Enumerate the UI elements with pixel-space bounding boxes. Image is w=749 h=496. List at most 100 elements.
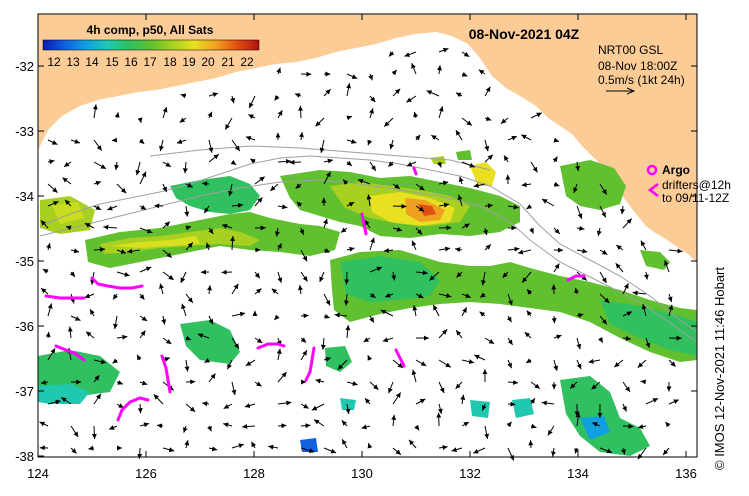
current-arrow: [162, 337, 172, 345]
current-arrow: [176, 139, 187, 144]
current-arrow: [591, 381, 601, 390]
current-arrow: [112, 293, 119, 300]
current-arrow: [389, 139, 395, 150]
argo-legend-symbol: [646, 164, 658, 176]
current-arrow: [361, 424, 371, 430]
current-arrow: [139, 171, 147, 185]
current-arrow: [313, 419, 325, 427]
current-arrow: [162, 447, 175, 453]
current-arrow: [116, 183, 127, 194]
current-arrow: [479, 311, 486, 317]
current-arrow: [640, 240, 647, 251]
current-arrow: [530, 112, 543, 119]
current-arrow: [230, 236, 236, 251]
colorbar-tick: 12: [47, 55, 61, 69]
current-arrow: [300, 447, 315, 454]
current-arrow: [472, 447, 486, 454]
current-arrow: [64, 199, 72, 207]
current-arrow: [93, 161, 107, 170]
current-arrow: [274, 227, 280, 237]
current-arrow: [615, 262, 624, 273]
argo-legend: Argo drifters@12h to 09/11-12Z: [662, 163, 731, 205]
current-arrow: [84, 222, 95, 229]
current-arrow: [411, 240, 417, 251]
current-arrow: [616, 244, 624, 251]
current-arrow: [70, 425, 79, 438]
current-arrow: [387, 161, 394, 168]
current-arrow: [620, 205, 626, 215]
current-arrow: [599, 183, 608, 195]
current-arrow: [553, 137, 560, 143]
current-arrow: [107, 205, 118, 211]
current-arrow: [40, 219, 49, 229]
current-arrow: [484, 203, 493, 209]
colorbar-tick: 13: [66, 55, 80, 69]
current-arrow: [343, 293, 349, 306]
current-arrow: [289, 159, 302, 165]
current-legend: NRT00 GSL 08-Nov 18:00Z 0.5m/s (1kt 24h): [598, 43, 685, 91]
current-arrow: [438, 445, 448, 450]
current-arrow: [455, 381, 463, 390]
lon-label: 128: [243, 466, 265, 481]
current-arrow: [668, 248, 683, 254]
current-arrow: [392, 392, 402, 405]
current-arrow: [500, 117, 509, 124]
current-arrow: [162, 249, 173, 258]
current-arrow: [506, 421, 512, 428]
colorbar-tick: 15: [105, 55, 119, 69]
current-arrow: [231, 443, 244, 449]
current-arrow: [70, 315, 81, 321]
current-arrow: [346, 160, 353, 167]
current-arrow: [456, 271, 463, 278]
current-arrow: [388, 381, 394, 394]
current-arrow: [277, 243, 283, 251]
drifter-tracks: [44, 166, 586, 422]
current-arrow: [553, 359, 559, 372]
current-arrow: [344, 271, 350, 285]
current-arrow: [622, 403, 627, 412]
current-arrow: [530, 381, 541, 390]
current-arrow: [392, 183, 401, 190]
current-arrow: [457, 194, 463, 207]
current-arrow: [575, 161, 581, 172]
current-arrow: [436, 65, 442, 75]
current-arrow: [367, 139, 373, 146]
current-arrow: [162, 161, 172, 168]
current-arrow: [242, 424, 256, 430]
drifter-track: [394, 348, 406, 368]
current-arrow: [383, 117, 394, 127]
current-arrow: [208, 446, 218, 452]
current-arrow: [426, 90, 440, 97]
current-arrow: [484, 337, 495, 345]
current-arrow: [70, 447, 77, 454]
lon-label: 132: [459, 466, 481, 481]
current-arrow: [461, 71, 468, 77]
current-arrow: [298, 105, 304, 119]
current-scale: 0.5m/s (1kt 24h): [598, 73, 685, 87]
current-arrow: [208, 153, 220, 163]
current-arrow: [69, 271, 76, 278]
drifter-track: [360, 212, 368, 236]
current-arrow: [576, 225, 585, 231]
current-arrow: [526, 288, 533, 295]
colorbar-tick: 19: [182, 55, 196, 69]
current-arrow: [432, 304, 440, 317]
current-arrow: [569, 381, 578, 389]
current-arrow: [574, 447, 580, 454]
current-arrow: [139, 380, 148, 386]
current-arrow: [668, 359, 676, 367]
current-arrow: [438, 293, 452, 299]
current-arrow: [231, 381, 237, 396]
current-arrow: [484, 154, 494, 163]
current-arrow: [622, 335, 631, 341]
current-arrow: [111, 137, 118, 143]
current-arrow: [271, 288, 279, 295]
current-arrow: [576, 205, 583, 219]
current-arrow: [526, 204, 533, 210]
current-arrow: [391, 271, 397, 281]
current-arrow: [461, 293, 471, 298]
current-arrow: [185, 242, 194, 251]
current-arrow: [415, 227, 423, 235]
current-arrow: [231, 283, 239, 295]
current-arrow: [62, 177, 72, 185]
